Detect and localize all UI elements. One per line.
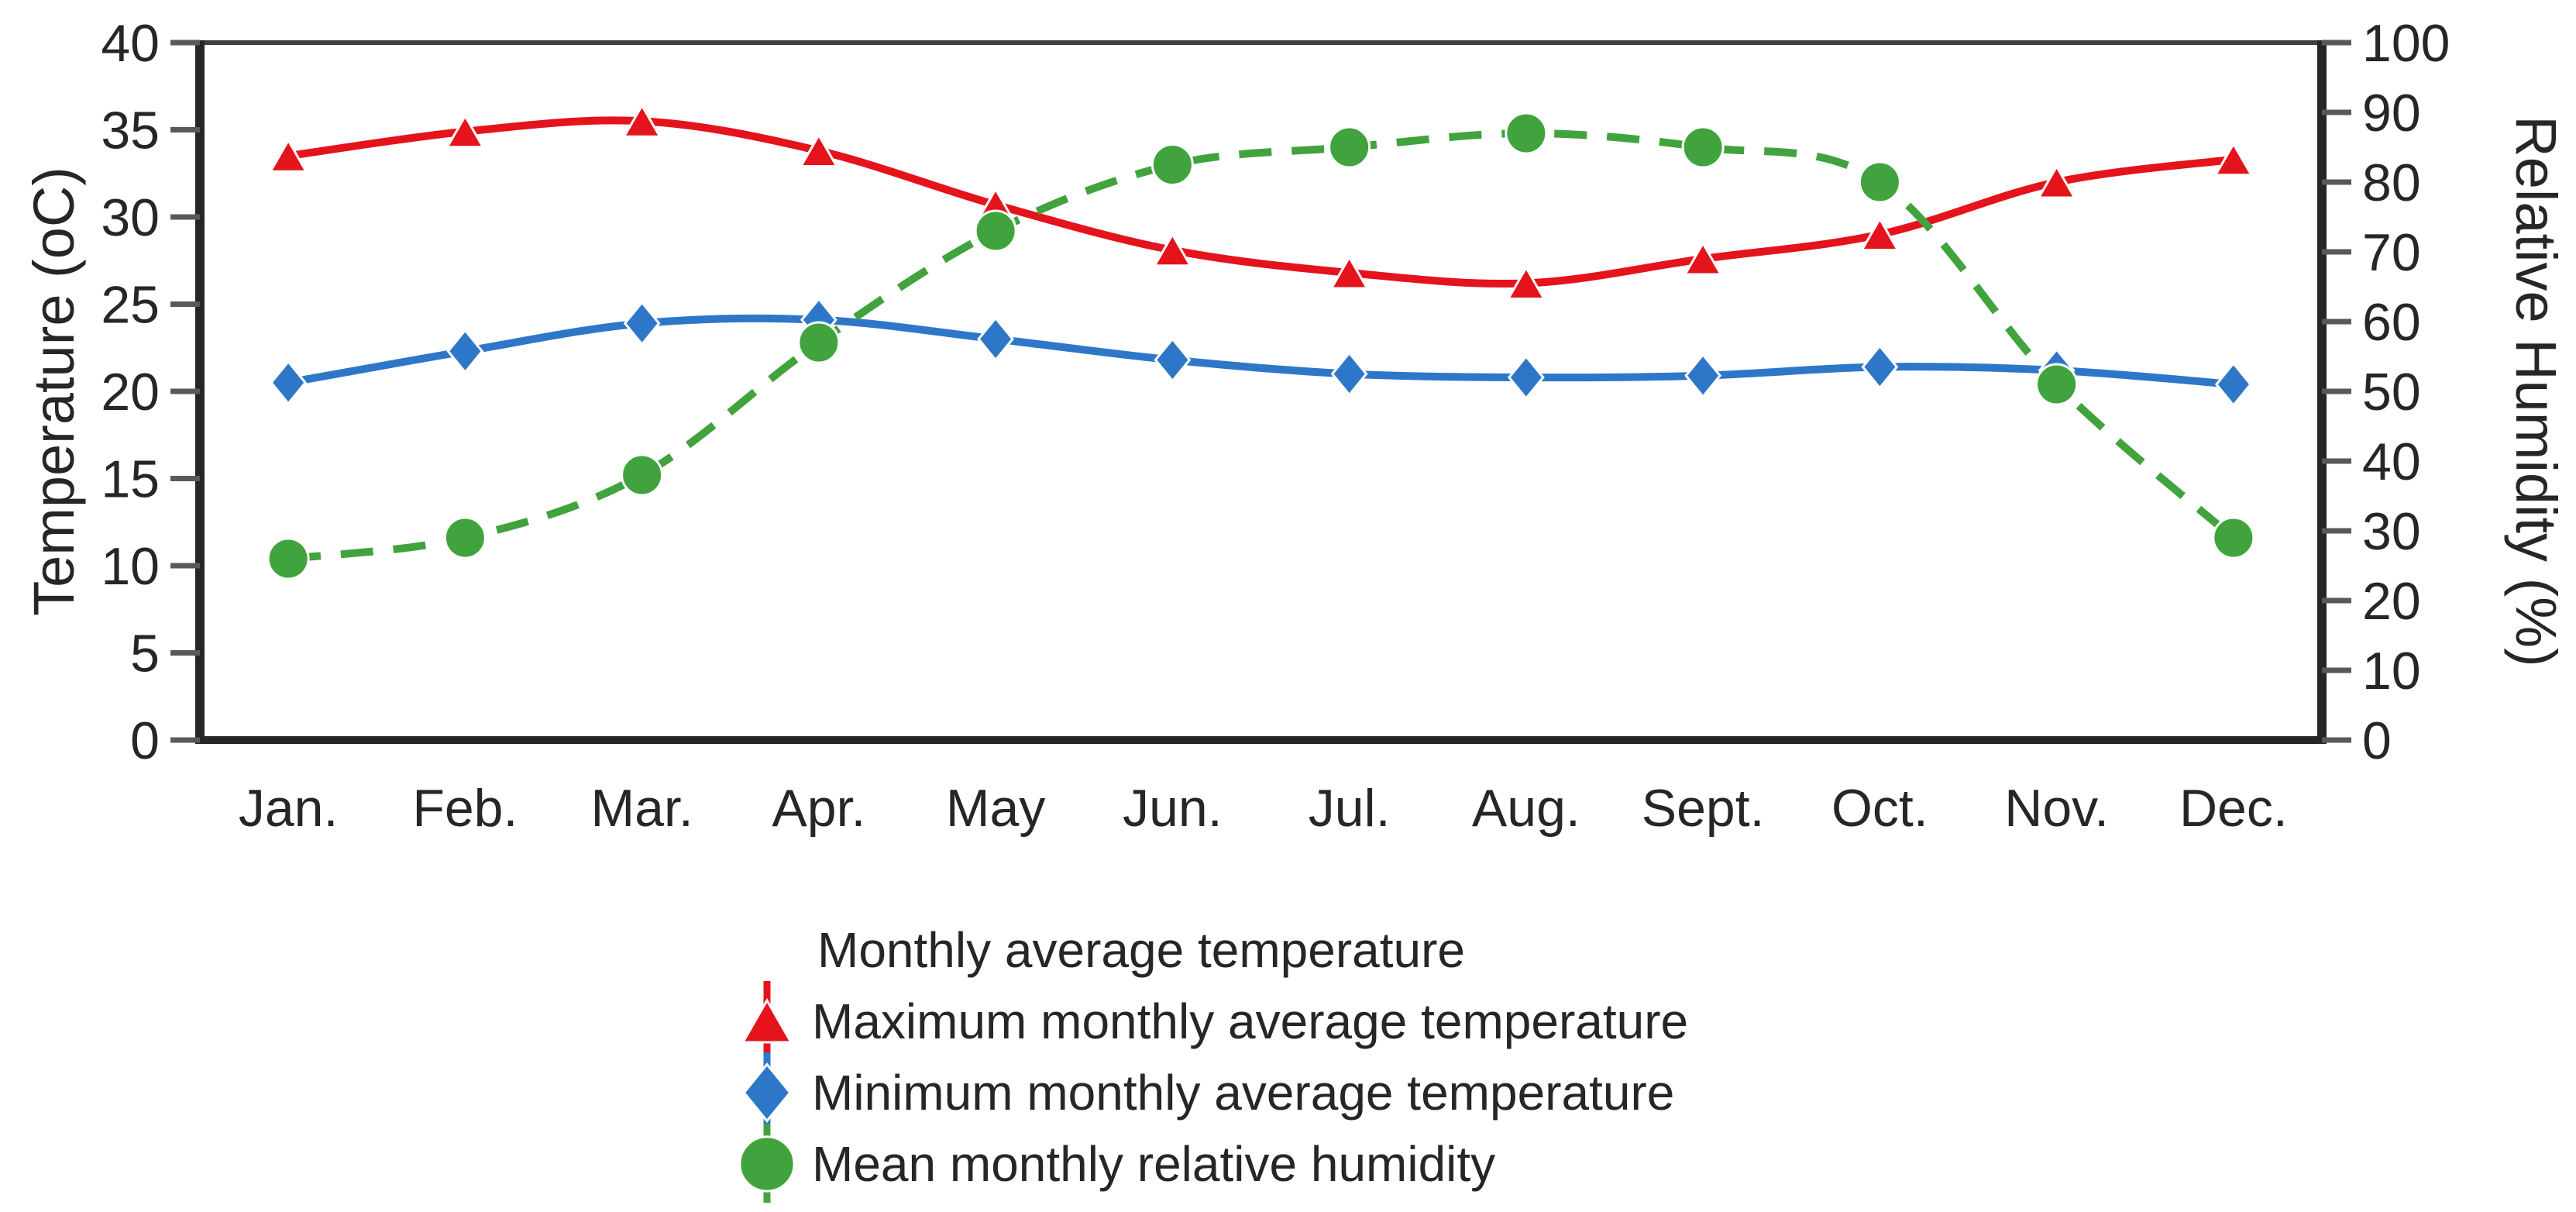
diamond-marker-icon bbox=[270, 360, 308, 406]
x-axis-label: Dec. bbox=[2179, 779, 2288, 838]
circle-marker-icon bbox=[738, 1124, 796, 1203]
left-axis-tick-label: 40 bbox=[101, 14, 160, 73]
x-axis-label: Aug. bbox=[1472, 779, 1580, 838]
triangle-marker-icon bbox=[2213, 141, 2254, 177]
left-axis-tick-label: 30 bbox=[101, 188, 160, 247]
x-axis-label: Sept. bbox=[1642, 779, 1765, 838]
diamond-marker-icon bbox=[623, 300, 661, 346]
triangle-marker-icon bbox=[1152, 232, 1192, 267]
left-axis-tick-label: 35 bbox=[101, 102, 160, 160]
left-axis-tick-label: 25 bbox=[101, 276, 160, 335]
diamond-marker-icon bbox=[1154, 337, 1192, 383]
right-axis-tick-label: 60 bbox=[2362, 293, 2421, 352]
x-axis-label: May bbox=[946, 779, 1045, 838]
diamond-marker-icon bbox=[742, 1052, 792, 1131]
diamond-marker-icon bbox=[2214, 361, 2252, 408]
triangle-marker-icon bbox=[1506, 265, 1546, 300]
legend-item-humidity: Mean monthly relative humidity bbox=[738, 1124, 1495, 1203]
circle-marker-icon bbox=[1858, 160, 1901, 204]
triangle-marker-icon bbox=[2037, 164, 2077, 199]
series-markers-2 bbox=[267, 112, 2255, 580]
circle-marker-icon bbox=[2212, 516, 2255, 560]
left-axis-tick-label: 20 bbox=[101, 363, 160, 422]
triangle-marker-icon bbox=[1683, 240, 1723, 276]
right-axis-tick-label: 80 bbox=[2362, 153, 2421, 212]
left-axis-tick-label: 0 bbox=[130, 711, 160, 770]
triangle-marker-icon bbox=[1859, 216, 1900, 251]
right-axis-tick-label: 100 bbox=[2362, 14, 2450, 73]
series-markers-1 bbox=[270, 297, 2252, 408]
circle-marker-icon bbox=[974, 209, 1017, 253]
legend-label-min-temp: Minimum monthly average temperature bbox=[812, 1065, 1674, 1121]
diamond-marker-icon bbox=[1330, 351, 1368, 397]
triangle-marker-icon bbox=[622, 103, 662, 138]
x-axis-label: Oct. bbox=[1831, 779, 1928, 838]
x-axis-label: Jun. bbox=[1123, 779, 1223, 838]
series-line-1 bbox=[287, 314, 2234, 388]
x-axis-label: Nov. bbox=[2004, 779, 2109, 838]
triangle-marker-icon bbox=[1329, 254, 1370, 290]
legend: Monthly average temperature Maximum mont… bbox=[738, 922, 1688, 1203]
circle-marker-icon bbox=[797, 321, 841, 364]
plot-area: 0 5 10 15 20 25 30 35 40 0 10 20 30 40 50 60 70 80 90 100 Ja… bbox=[101, 14, 2450, 838]
circle-marker-icon bbox=[738, 1135, 796, 1193]
diamond-marker-icon bbox=[1507, 354, 1545, 401]
right-axis-tick-label: 70 bbox=[2362, 223, 2421, 282]
circle-marker-icon bbox=[2035, 363, 2079, 406]
x-axis-label: Mar. bbox=[591, 779, 693, 838]
triangle-marker-icon bbox=[799, 133, 839, 167]
right-axis-tick-label: 30 bbox=[2362, 502, 2421, 561]
circle-marker-icon bbox=[1150, 143, 1194, 186]
legend-label-humidity: Mean monthly relative humidity bbox=[812, 1136, 1495, 1192]
triangle-marker-icon bbox=[268, 138, 308, 173]
right-axis-tick-label: 0 bbox=[2362, 711, 2392, 770]
diamond-marker-icon bbox=[1684, 353, 1722, 399]
right-axis-tick-label: 50 bbox=[2362, 363, 2421, 422]
circle-marker-icon bbox=[1328, 126, 1371, 169]
series-line-0 bbox=[287, 116, 2234, 288]
x-axis-label: Feb. bbox=[412, 779, 518, 838]
x-axis-label: Apr. bbox=[772, 779, 865, 838]
diamond-marker-icon bbox=[977, 316, 1015, 362]
left-axis-title: Temperature (oC) bbox=[22, 167, 86, 616]
right-axis-tick-label: 90 bbox=[2362, 84, 2421, 143]
triangle-marker-icon bbox=[741, 997, 793, 1044]
diamond-marker-icon bbox=[446, 328, 484, 374]
legend-item-max-temp: Maximum monthly average temperature bbox=[741, 981, 1688, 1060]
circle-marker-icon bbox=[621, 453, 664, 497]
left-axis-tick-label: 10 bbox=[101, 537, 160, 596]
diamond-marker-icon bbox=[1861, 344, 1899, 390]
x-axis-label: Jan. bbox=[239, 779, 339, 838]
right-axis-tick-label: 10 bbox=[2362, 642, 2421, 701]
legend-item-min-temp: Minimum monthly average temperature bbox=[742, 1052, 1674, 1131]
circle-marker-icon bbox=[1681, 126, 1725, 169]
legend-label-max-temp: Maximum monthly average temperature bbox=[812, 993, 1688, 1049]
triangle-marker-icon bbox=[741, 981, 793, 1060]
left-axis-tick-label: 5 bbox=[130, 625, 160, 683]
right-axis-title: Relative Humidity (%) bbox=[2504, 115, 2568, 666]
left-axis-tick-label: 15 bbox=[101, 450, 160, 509]
right-axis-tick-label: 20 bbox=[2362, 572, 2421, 631]
circle-marker-icon bbox=[267, 537, 310, 580]
legend-title: Monthly average temperature bbox=[817, 922, 1465, 978]
right-axis-tick-label: 40 bbox=[2362, 432, 2421, 491]
circle-marker-icon bbox=[443, 516, 487, 560]
circle-marker-icon bbox=[1505, 112, 1548, 155]
triangle-marker-icon bbox=[445, 113, 485, 149]
x-axis-label: Jul. bbox=[1309, 779, 1391, 838]
diamond-marker-icon bbox=[742, 1062, 792, 1123]
